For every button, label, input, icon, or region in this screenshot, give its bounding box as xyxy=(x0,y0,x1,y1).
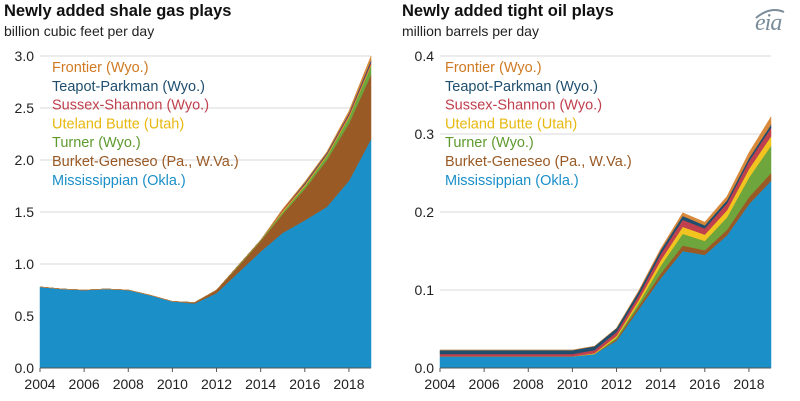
gas-legend-sussex-shannon-wyo: Sussex-Shannon (Wyo.) xyxy=(52,98,209,114)
gas-legend-mississippian-okla: Mississippian (Okla.) xyxy=(52,173,186,189)
oil-x-tick-label: 2006 xyxy=(469,376,500,392)
gas-y-tick-label: 3.0 xyxy=(15,48,35,64)
gas-y-tick-label: 2.0 xyxy=(15,152,35,168)
shale-gas-panel: Newly added shale gas plays billion cubi… xyxy=(4,2,372,392)
oil-y-tick-label: 0.0 xyxy=(415,360,435,376)
eia-logo: eia xyxy=(752,8,786,36)
oil-x-tick-label: 2018 xyxy=(733,376,764,392)
tight-oil-panel: Newly added tight oil plays million barr… xyxy=(400,0,800,401)
gas-area-frontier-wyo xyxy=(39,55,372,303)
gas-legend-frontier-wyo: Frontier (Wyo.) xyxy=(52,60,149,76)
gas-x-tick-label: 2004 xyxy=(24,376,55,392)
oil-y-tick-label: 0.2 xyxy=(415,204,435,220)
oil-legend-mississippian-okla: Mississippian (Okla.) xyxy=(445,173,579,189)
gas-y-tick-label: 1.0 xyxy=(15,256,35,272)
gas-legend-burket-geneseo-pa-w-va: Burket-Geneseo (Pa., W.Va.) xyxy=(52,154,239,170)
oil-area-frontier-wyo xyxy=(440,115,772,351)
gas-x-tick-label: 2012 xyxy=(201,376,232,392)
gas-x-tick-label: 2018 xyxy=(333,376,364,392)
gas-x-tick-label: 2014 xyxy=(245,376,276,392)
oil-y-tick-label: 0.4 xyxy=(415,48,435,64)
oil-legend-frontier-wyo: Frontier (Wyo.) xyxy=(445,60,542,76)
oil-x-tick-label: 2012 xyxy=(601,376,632,392)
gas-legend-uteland-butte-utah: Uteland Butte (Utah) xyxy=(52,116,184,132)
tight-oil-chart-subtitle: million barrels per day xyxy=(402,23,539,39)
oil-legend-uteland-butte-utah: Uteland Butte (Utah) xyxy=(445,116,577,132)
gas-legend-turner-wyo: Turner (Wyo.) xyxy=(52,135,141,151)
shale-gas-chart-subtitle: billion cubic feet per day xyxy=(4,23,155,39)
oil-y-tick-label: 0.3 xyxy=(415,126,435,142)
eia-logo-swoosh-icon xyxy=(755,9,785,19)
shale-gas-chart: 0.0 0.5 1.0 1.5 2.0 2.5 3.0 2004 2006 2008 2010 201… xyxy=(15,48,372,392)
gas-y-tick-label: 0.0 xyxy=(15,360,35,376)
oil-x-tick-label: 2010 xyxy=(557,376,588,392)
gas-y-tick-label: 1.5 xyxy=(15,204,35,220)
gas-x-tick-label: 2010 xyxy=(157,376,188,392)
gas-y-tick-label: 2.5 xyxy=(15,100,35,116)
oil-y-tick-label: 0.1 xyxy=(415,282,435,298)
oil-x-tick-label: 2016 xyxy=(689,376,720,392)
oil-x-tick-label: 2008 xyxy=(513,376,544,392)
gas-legend-teapot-parkman-wyo: Teapot-Parkman (Wyo.) xyxy=(52,79,205,95)
tight-oil-chart-title: Newly added tight oil plays xyxy=(402,2,614,20)
tight-oil-chart: 0.0 0.1 0.2 0.3 0.4 2004 2006 2008 2010 2012 2014 2… xyxy=(415,48,772,392)
eia-logo-text: eia xyxy=(755,10,782,36)
gas-y-tick-label: 0.5 xyxy=(15,308,35,324)
gas-x-tick-label: 2008 xyxy=(113,376,144,392)
gas-x-tick-label: 2016 xyxy=(289,376,320,392)
oil-legend-teapot-parkman-wyo: Teapot-Parkman (Wyo.) xyxy=(445,79,598,95)
oil-legend-turner-wyo: Turner (Wyo.) xyxy=(445,135,534,151)
gas-x-tick-label: 2006 xyxy=(69,376,100,392)
oil-legend-sussex-shannon-wyo: Sussex-Shannon (Wyo.) xyxy=(445,98,602,114)
shale-gas-chart-title: Newly added shale gas plays xyxy=(4,2,232,20)
oil-x-tick-label: 2004 xyxy=(424,376,455,392)
oil-x-tick-label: 2014 xyxy=(645,376,676,392)
oil-legend-burket-geneseo-pa-w-va: Burket-Geneseo (Pa., W.Va.) xyxy=(445,154,632,170)
